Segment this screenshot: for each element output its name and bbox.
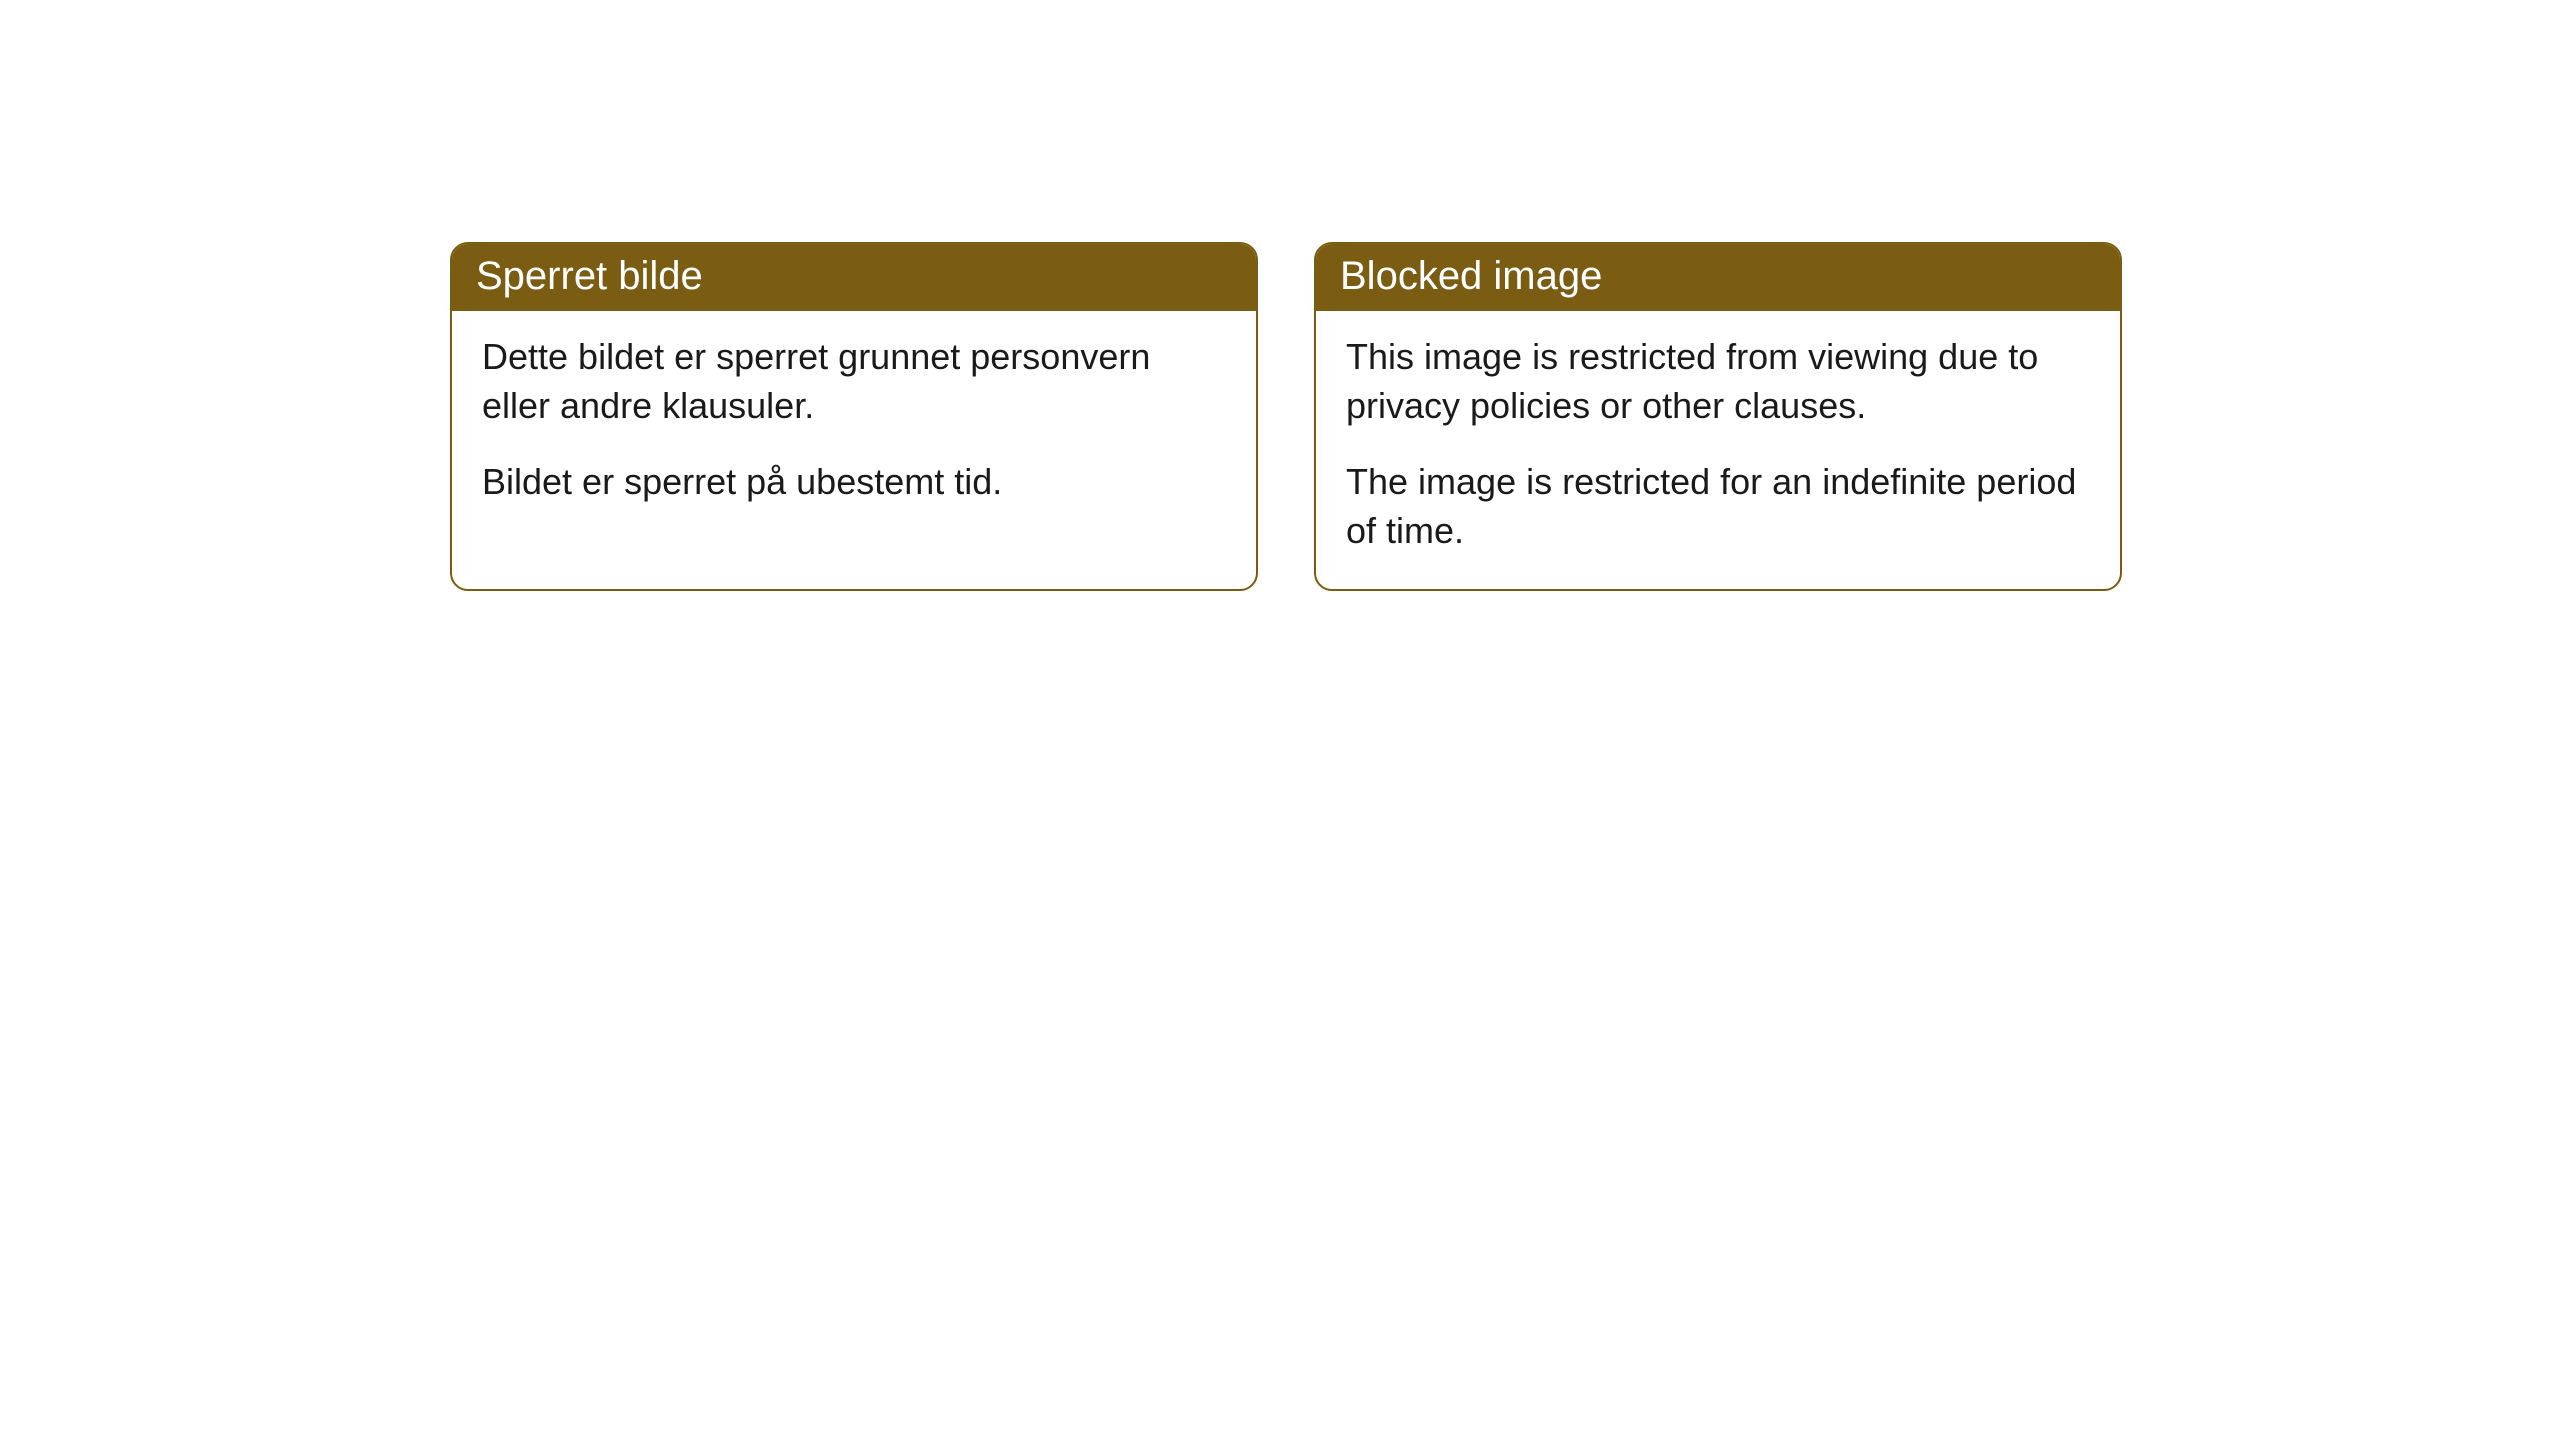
card-body-english: This image is restricted from viewing du… [1316,311,2120,589]
card-body-norwegian: Dette bildet er sperret grunnet personve… [452,311,1256,541]
card-header-norwegian: Sperret bilde [452,244,1256,311]
notice-text-2-norwegian: Bildet er sperret på ubestemt tid. [482,458,1226,507]
card-header-english: Blocked image [1316,244,2120,311]
notice-text-1-english: This image is restricted from viewing du… [1346,333,2090,430]
notice-text-1-norwegian: Dette bildet er sperret grunnet personve… [482,333,1226,430]
notice-text-2-english: The image is restricted for an indefinit… [1346,458,2090,555]
blocked-image-card-norwegian: Sperret bilde Dette bildet er sperret gr… [450,242,1258,591]
blocked-image-card-english: Blocked image This image is restricted f… [1314,242,2122,591]
notice-cards-container: Sperret bilde Dette bildet er sperret gr… [450,242,2122,591]
